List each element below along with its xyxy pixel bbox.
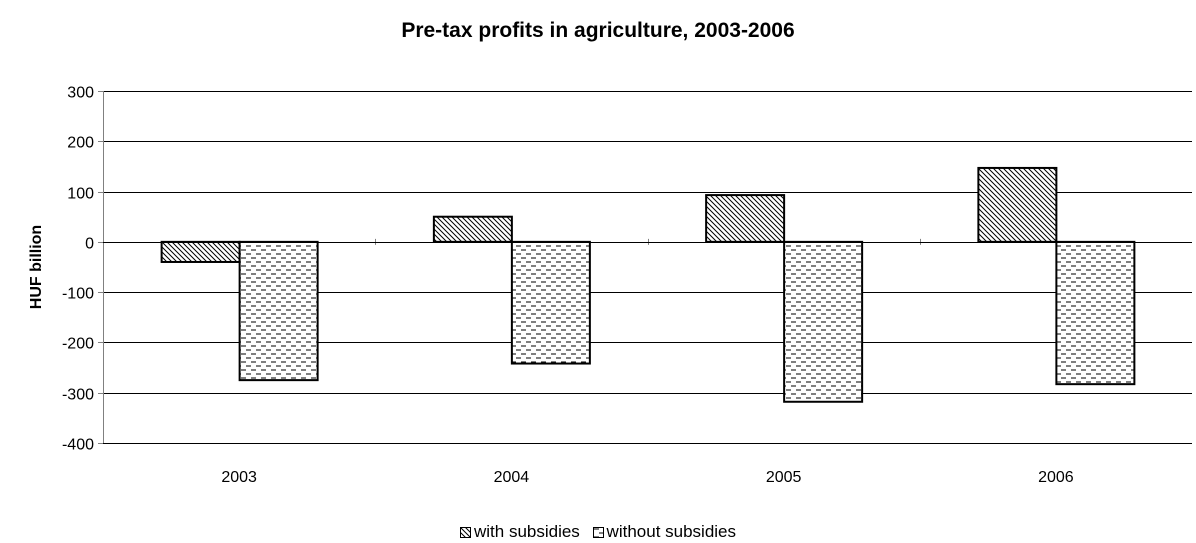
axes: 300 200 100 0 -100 -200 -300 -400 2003 2004 2005 20… (62, 85, 1192, 486)
bar-with-subsidies-2005 (705, 194, 786, 243)
x-tick-label: 2003 (221, 469, 257, 486)
y-axis-label: HUF billion (28, 225, 45, 309)
y-tick-label: 100 (67, 186, 94, 203)
legend: with subsidies without subsidies (0, 522, 1196, 543)
bar-with-subsidies-2006 (977, 166, 1058, 243)
y-tick-label: 200 (67, 135, 94, 152)
bar-without-subsidies-2005 (783, 240, 864, 403)
legend-label-without-subsidies: without subsidies (606, 522, 737, 541)
legend-item-with-subsidies: with subsidies (459, 522, 580, 542)
x-tick-label: 2004 (494, 469, 530, 486)
bar-with-subsidies-2004 (432, 215, 513, 243)
bar-without-subsidies-2004 (510, 240, 591, 365)
chart-title: Pre-tax profits in agriculture, 2003-200… (401, 19, 795, 42)
y-tick-label: -400 (62, 437, 94, 454)
bar-without-subsidies-2006 (1055, 240, 1136, 386)
bar-without-subsidies-2003 (238, 240, 319, 382)
x-tick-label: 2006 (1038, 469, 1074, 486)
y-tick-label: -300 (62, 387, 94, 404)
x-tick-label: 2005 (766, 469, 802, 486)
dash-swatch-icon (592, 526, 604, 538)
y-tick-label: -100 (62, 286, 94, 303)
bars (160, 166, 1136, 403)
y-tick-label: 300 (67, 85, 94, 102)
y-tick-label: -200 (62, 336, 94, 353)
legend-item-without-subsidies: without subsidies (592, 522, 737, 542)
bar-with-subsidies-2003 (160, 240, 241, 263)
hatch-swatch-icon (459, 526, 471, 538)
legend-label-with-subsidies: with subsidies (473, 522, 580, 541)
y-tick-label: 0 (85, 236, 94, 253)
